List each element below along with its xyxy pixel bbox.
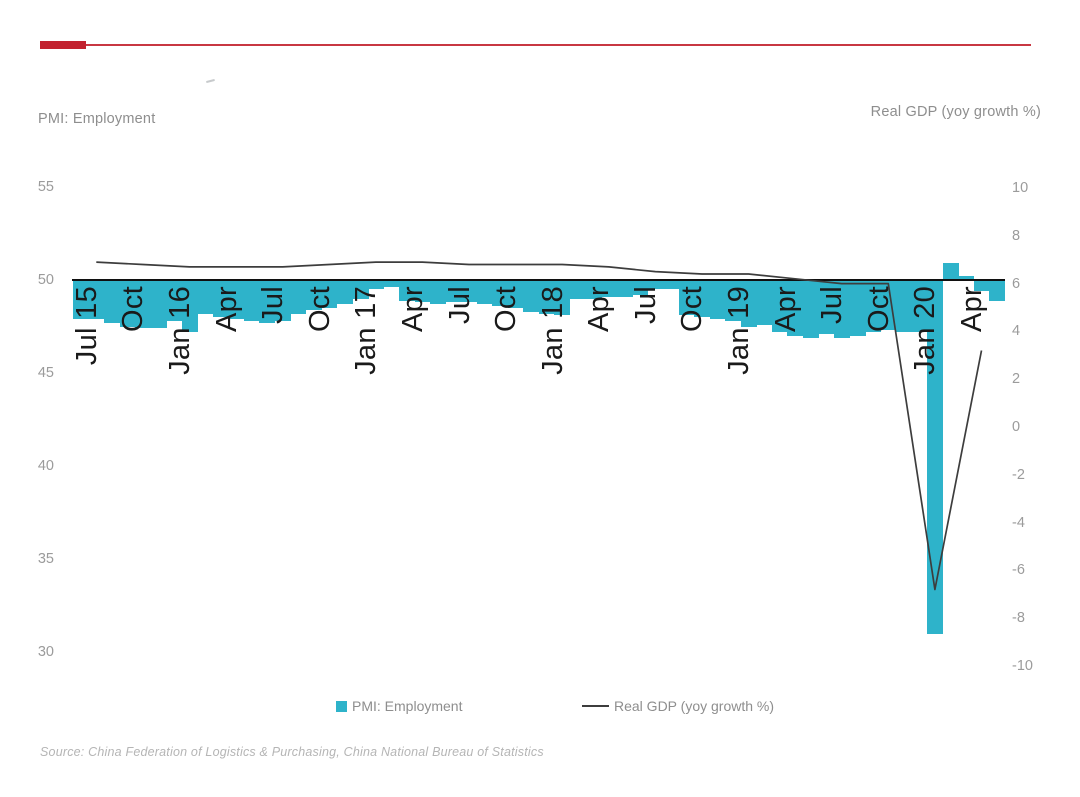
x-axis-label: Oct [490, 286, 523, 333]
accent-rule [86, 44, 1031, 46]
right-axis-tick: 10 [1012, 180, 1029, 196]
x-axis-label: Jan 20 [909, 286, 942, 375]
right-axis-tick: 4 [1012, 323, 1021, 340]
x-axis-label: Oct [303, 286, 336, 333]
x-axis-label: Jul [257, 286, 290, 324]
source-note: Source: China Federation of Logistics & … [40, 745, 544, 759]
legend-item-gdp: Real GDP (yoy growth %) [582, 698, 774, 714]
legend-item-pmi: PMI: Employment [336, 698, 462, 714]
right-axis-tick: -4 [1012, 514, 1025, 531]
x-axis-label: Jul 15 [70, 286, 103, 366]
x-axis-label: Jan 18 [536, 286, 569, 375]
left-axis-tick: 35 [37, 551, 54, 568]
right-axis-tick: 8 [1012, 227, 1021, 244]
accent-bar [40, 41, 86, 49]
x-axis-label: Oct [862, 286, 895, 333]
x-axis-label: Jan 17 [350, 286, 383, 375]
axis-baseline [72, 278, 1005, 282]
x-axis-label: Jul [816, 286, 849, 324]
x-axis-label: Jul [629, 286, 662, 324]
gdp-swatch-icon [582, 704, 609, 708]
left-axis-tick: 55 [37, 178, 54, 195]
pmi-swatch-icon [336, 700, 347, 712]
x-axis-label: Apr [396, 286, 429, 333]
x-axis-label: Jan 16 [163, 286, 196, 375]
x-axis-label: Apr [210, 286, 243, 333]
right-axis-tick: 0 [1012, 419, 1021, 435]
x-axis-label: Jan 19 [723, 286, 755, 375]
x-axis-label: Jul [443, 286, 476, 324]
left-axis-tick: 45 [37, 365, 54, 382]
bar [73, 280, 90, 320]
right-axis-tick: -2 [1012, 466, 1025, 483]
bar [989, 280, 1006, 301]
bar [942, 263, 959, 280]
x-axis-label: Apr [583, 286, 616, 333]
left-axis-title: PMI: Employment [38, 111, 156, 127]
x-axis-label: Apr [956, 286, 988, 333]
right-axis-tick: 2 [1012, 371, 1021, 388]
stray-mark [205, 78, 216, 84]
x-axis-label: Oct [676, 286, 709, 333]
x-axis-label: Oct [117, 286, 150, 333]
right-axis-tick: -8 [1012, 610, 1025, 627]
right-axis-tick: -10 [1012, 658, 1033, 674]
left-axis-tick: 30 [37, 644, 54, 661]
right-axis-tick: 6 [1012, 275, 1021, 292]
right-axis-title: Real GDP (yoy growth %) [870, 104, 1041, 120]
x-axis-label: Apr [769, 286, 802, 333]
legend-label-pmi: PMI: Employment [352, 698, 463, 714]
left-axis-tick: 50 [37, 272, 54, 288]
legend-label-gdp: Real GDP (yoy growth %) [614, 698, 775, 714]
left-axis-tick: 40 [37, 458, 54, 475]
right-axis-tick: -6 [1012, 562, 1025, 579]
